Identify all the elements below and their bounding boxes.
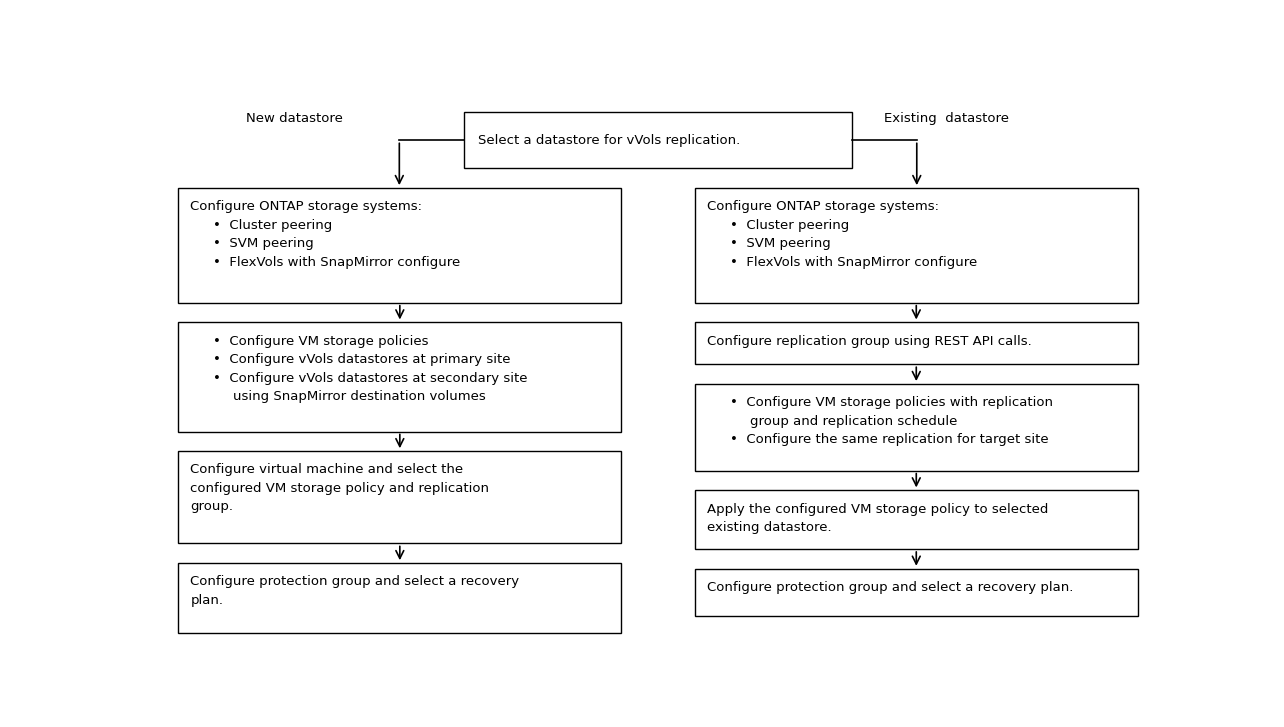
Text: •  Configure VM storage policies with replication: • Configure VM storage policies with rep… (729, 396, 1053, 409)
Text: •  FlexVols with SnapMirror configure: • FlexVols with SnapMirror configure (213, 256, 461, 269)
Bar (695, 188, 1138, 302)
Bar (695, 384, 1138, 470)
Text: Configure virtual machine and select the: Configure virtual machine and select the (190, 463, 464, 476)
Bar (178, 563, 621, 633)
Text: Configure ONTAP storage systems:: Configure ONTAP storage systems: (190, 201, 422, 213)
Text: Configure protection group and select a recovery: Configure protection group and select a … (190, 575, 520, 588)
Text: Configure protection group and select a recovery plan.: Configure protection group and select a … (706, 581, 1073, 594)
Text: •  SVM peering: • SVM peering (213, 237, 315, 250)
Text: •  Configure vVols datastores at secondary site: • Configure vVols datastores at secondar… (213, 371, 528, 385)
Bar (464, 113, 853, 169)
Bar (695, 569, 1138, 616)
Text: configured VM storage policy and replication: configured VM storage policy and replica… (190, 482, 489, 495)
Text: •  Configure vVols datastores at primary site: • Configure vVols datastores at primary … (213, 353, 511, 366)
Text: group.: group. (190, 500, 234, 513)
Text: existing datastore.: existing datastore. (706, 521, 832, 534)
Text: Configure ONTAP storage systems:: Configure ONTAP storage systems: (706, 201, 939, 213)
Text: •  Configure the same replication for target site: • Configure the same replication for tar… (729, 433, 1048, 446)
Text: •  Configure VM storage policies: • Configure VM storage policies (213, 334, 429, 348)
Text: group and replication schedule: group and replication schedule (750, 414, 957, 427)
Text: Configure replication group using REST API calls.: Configure replication group using REST A… (706, 334, 1031, 348)
Text: plan.: plan. (190, 594, 223, 607)
Text: Existing  datastore: Existing datastore (885, 111, 1009, 124)
Text: Apply the configured VM storage policy to selected: Apply the configured VM storage policy t… (706, 502, 1048, 515)
Text: New datastore: New datastore (247, 111, 343, 124)
Text: •  Cluster peering: • Cluster peering (213, 219, 333, 232)
Text: using SnapMirror destination volumes: using SnapMirror destination volumes (234, 390, 485, 403)
Bar (178, 322, 621, 432)
Text: •  SVM peering: • SVM peering (729, 237, 831, 250)
Text: Select a datastore for vVols replication.: Select a datastore for vVols replication… (478, 134, 740, 147)
Bar (178, 451, 621, 544)
Text: •  FlexVols with SnapMirror configure: • FlexVols with SnapMirror configure (729, 256, 977, 269)
Bar (695, 490, 1138, 549)
Bar (178, 188, 621, 302)
Bar (695, 322, 1138, 364)
Text: •  Cluster peering: • Cluster peering (729, 219, 849, 232)
